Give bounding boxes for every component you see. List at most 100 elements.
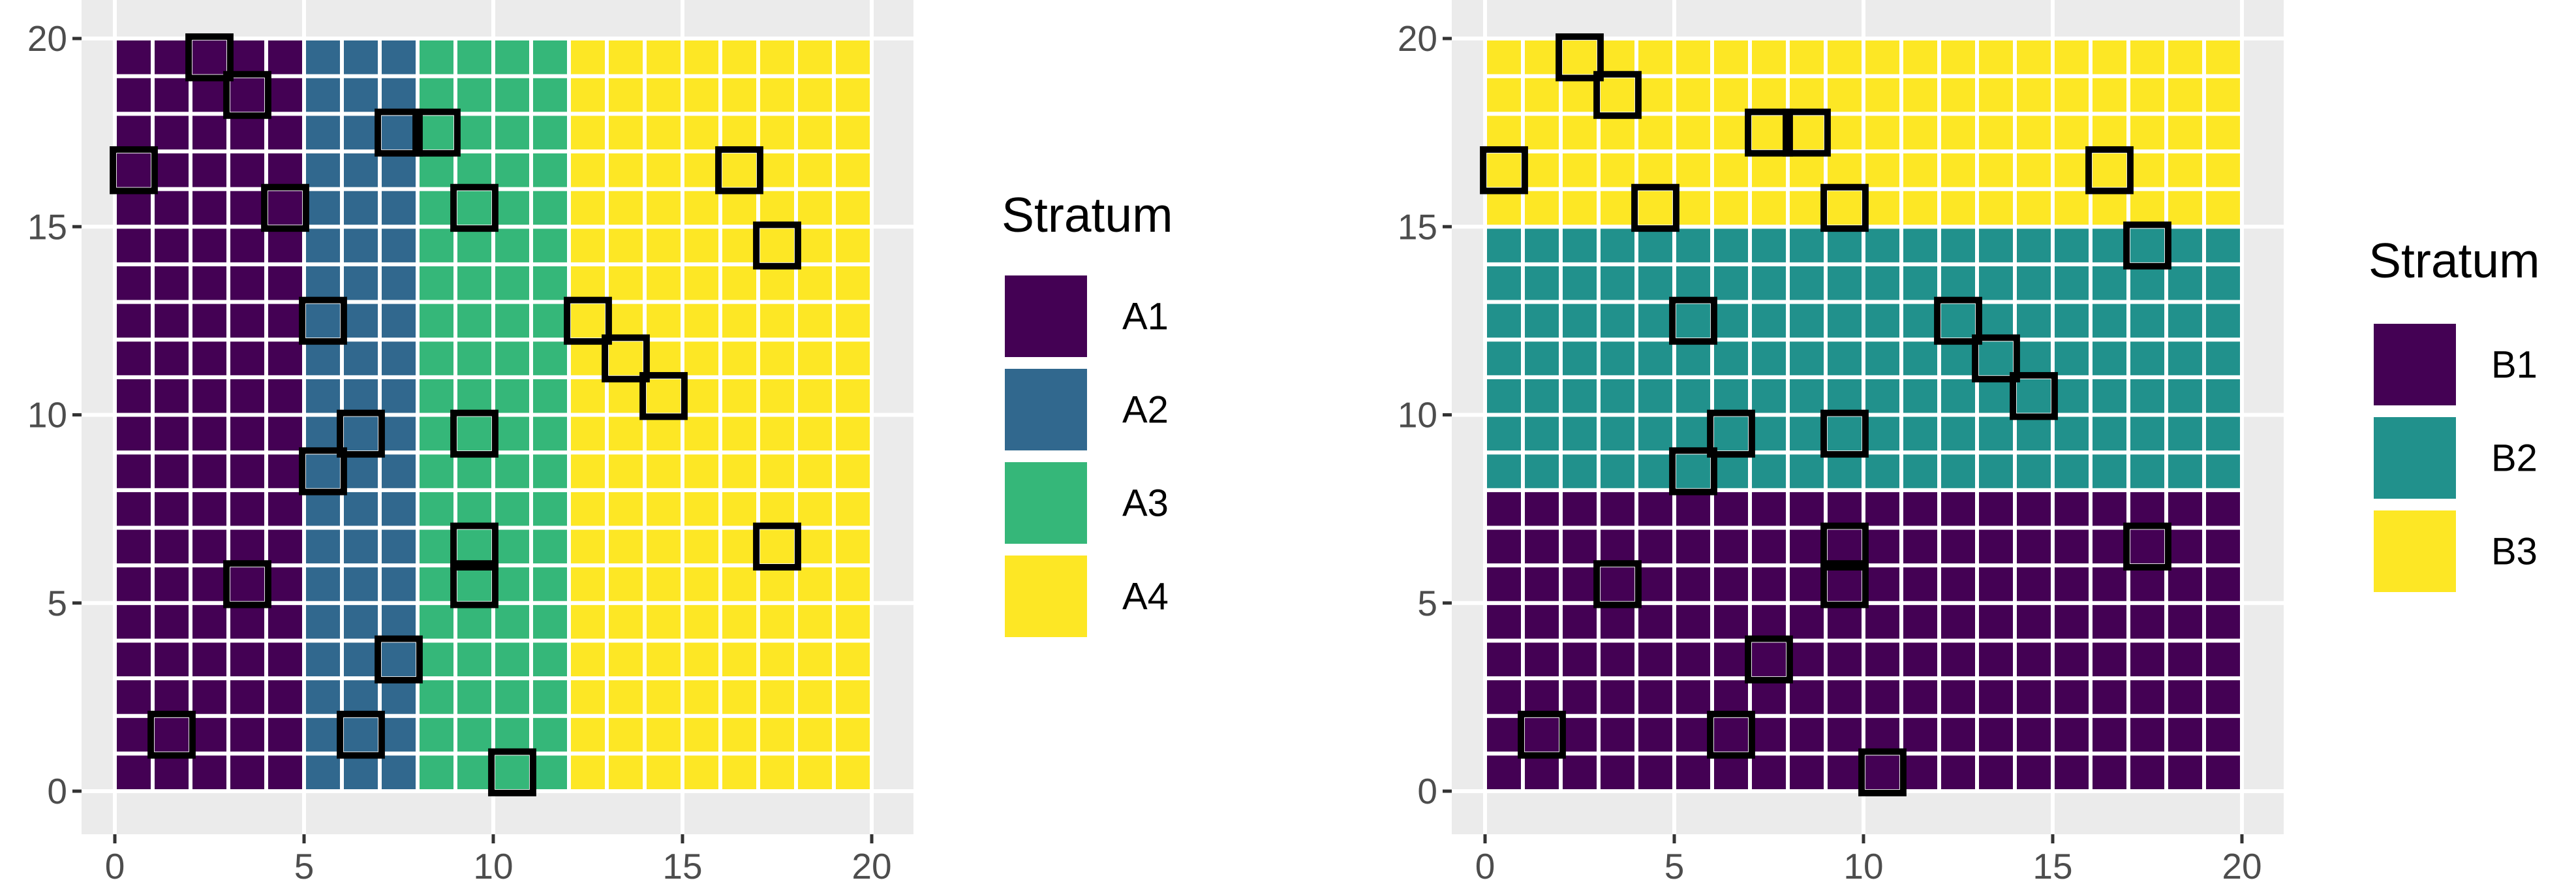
cell-tile (340, 450, 382, 492)
cell-tile (340, 112, 382, 153)
cell-tile (1483, 676, 1525, 718)
cell-tile (491, 37, 533, 78)
cell-tile (151, 149, 192, 191)
cell-tile (794, 187, 836, 229)
cell-tile (1559, 601, 1601, 643)
cell-tile (756, 450, 798, 492)
cell-tile (453, 262, 495, 304)
cell-tile (1710, 450, 1752, 492)
cell-tile (151, 638, 192, 681)
cell-tile (1786, 751, 1828, 793)
cell-tile (1483, 262, 1525, 304)
cell-tile (2126, 37, 2168, 78)
cell-tile (1975, 525, 2017, 568)
cell-tile (1483, 225, 1525, 266)
cell-tile (2202, 601, 2244, 643)
cell-tile (264, 488, 306, 530)
legend-label: B1 (2491, 344, 2538, 386)
cell-tile (1899, 74, 1941, 116)
cell-tile (340, 676, 382, 718)
cell-tile (491, 375, 533, 417)
cell-tile (226, 413, 268, 455)
cell-tile (1824, 601, 1865, 643)
cell-tile (681, 676, 722, 718)
cell-tile (2126, 525, 2168, 568)
cell-tile (1597, 713, 1638, 756)
cell-tile (756, 37, 798, 78)
cell-tile (2051, 563, 2093, 605)
cell-tile (1975, 751, 2017, 793)
cell-tile (2089, 300, 2130, 342)
cell-tile (264, 450, 306, 492)
cell-tile (605, 187, 647, 229)
cell-tile (1824, 375, 1865, 417)
cell-tile (1521, 751, 1563, 793)
cell-tile (605, 337, 647, 379)
cell-tile (756, 751, 798, 793)
cell-tile (643, 225, 684, 266)
cell-tile (416, 187, 457, 229)
cell-tile (2126, 638, 2168, 681)
cell-tile (416, 450, 457, 492)
cell-tile (794, 601, 836, 643)
cell-tile (1521, 112, 1563, 153)
sampled-cell-marker (715, 146, 763, 195)
cell-tile (1672, 450, 1714, 492)
cell-tile (226, 488, 268, 530)
cell-tile (226, 563, 268, 605)
cell-tile (226, 375, 268, 417)
x-tick-label: 20 (2222, 846, 2262, 886)
cell-tile (1748, 187, 1790, 229)
cell-tile (2013, 337, 2055, 379)
sampled-cell-marker (1745, 108, 1793, 157)
cell-tile (605, 112, 647, 153)
cell-tile (491, 112, 533, 153)
cell-tile (1483, 488, 1525, 530)
cell-tile (1597, 37, 1638, 78)
cell-tile (643, 413, 684, 455)
cell-tile (378, 300, 420, 342)
cell-tile (681, 713, 722, 756)
cell-tile (1862, 149, 1903, 191)
cell-tile (1937, 74, 1979, 116)
cell-tile (1748, 375, 1790, 417)
cell-tile (794, 112, 836, 153)
cell-tile (1521, 676, 1563, 718)
cell-tile (2164, 601, 2206, 643)
cell-tile (2126, 225, 2168, 266)
cell-tile (453, 676, 495, 718)
cell-tile (567, 525, 609, 568)
cell-tile (1634, 450, 1676, 492)
cell-tile (567, 300, 609, 342)
cell-tile (2164, 375, 2206, 417)
cell-tile (1710, 74, 1752, 116)
cell-tile (113, 375, 155, 417)
cell-tile (794, 450, 836, 492)
sampled-cell-marker (1820, 409, 1869, 458)
cell-tile (718, 638, 760, 681)
cell-tile (1786, 713, 1828, 756)
cell-tile (1899, 413, 1941, 455)
cell-tile (416, 601, 457, 643)
cell-tile (302, 262, 344, 304)
cell-tile (416, 525, 457, 568)
sampled-cell-marker (1820, 560, 1869, 608)
cell-tile (416, 37, 457, 78)
x-tick-label: 5 (294, 846, 314, 886)
cell-tile (264, 525, 306, 568)
cell-tile (189, 149, 230, 191)
cell-tile (2126, 187, 2168, 229)
cell-tile (378, 149, 420, 191)
sampled-cell-marker (1707, 409, 1755, 458)
cell-tile (226, 300, 268, 342)
cell-tile (643, 337, 684, 379)
cell-tile (491, 337, 533, 379)
cell-tile (1937, 563, 1979, 605)
cell-tile (681, 337, 722, 379)
cell-tile (1634, 300, 1676, 342)
cell-tile (1899, 601, 1941, 643)
cell-tile (453, 638, 495, 681)
cell-tile (1786, 676, 1828, 718)
cell-tile (1483, 74, 1525, 116)
cell-tile (2051, 488, 2093, 530)
